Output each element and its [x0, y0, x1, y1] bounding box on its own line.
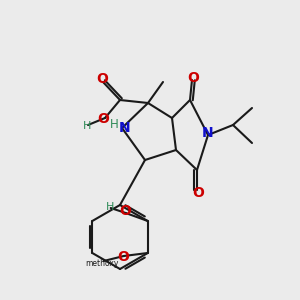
Text: methoxy: methoxy [85, 259, 118, 268]
Text: H: H [106, 202, 114, 212]
Text: O: O [192, 186, 204, 200]
Text: H: H [83, 121, 91, 131]
Text: O: O [97, 112, 109, 126]
Text: O: O [117, 250, 129, 264]
Text: N: N [202, 126, 214, 140]
Text: N: N [119, 121, 131, 135]
Text: H: H [110, 118, 118, 131]
Text: O: O [96, 72, 108, 86]
Text: O: O [119, 204, 131, 218]
Text: O: O [187, 71, 199, 85]
